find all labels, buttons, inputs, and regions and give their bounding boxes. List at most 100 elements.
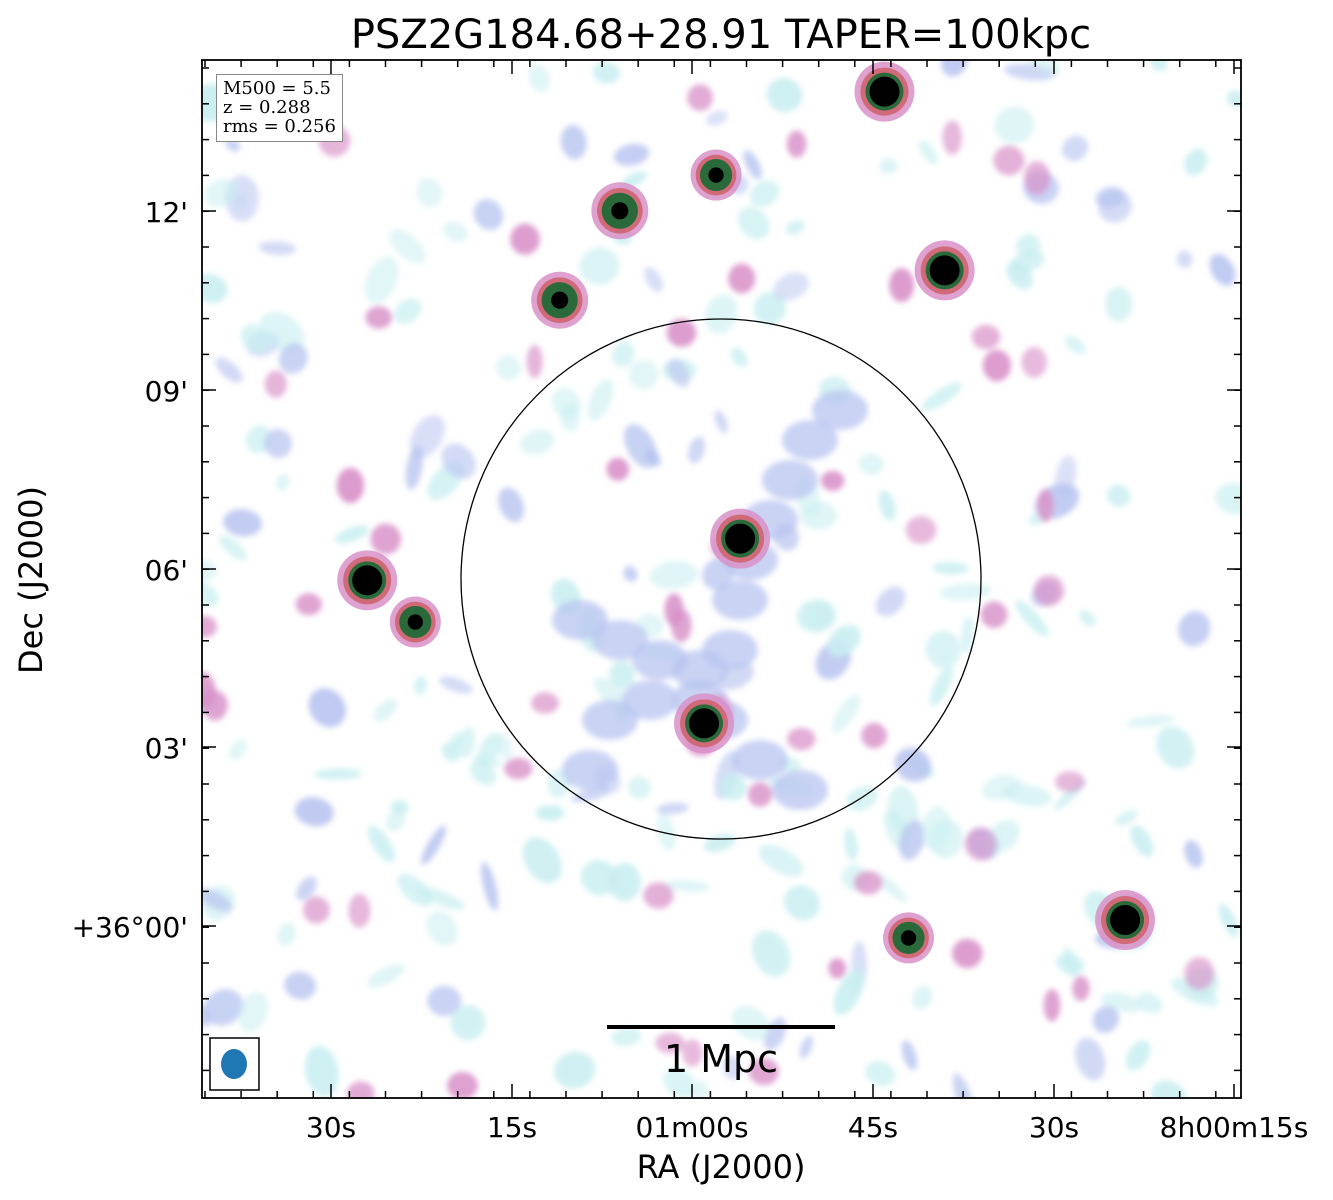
emission-blob <box>939 583 992 601</box>
emission-blob <box>426 910 458 946</box>
x-tick-label: 15s <box>487 1111 537 1144</box>
emission-blob <box>1010 250 1045 274</box>
emission-blob <box>1178 611 1211 647</box>
emission-blob <box>828 958 847 979</box>
emission-blob <box>223 508 263 537</box>
emission-blob <box>623 565 638 582</box>
source-1 <box>337 550 398 611</box>
source-8 <box>914 240 975 301</box>
emission-blob <box>609 660 635 689</box>
emission-blob <box>1021 347 1047 378</box>
emission-blob <box>982 349 1012 382</box>
emission-blob <box>264 370 287 398</box>
emission-blob <box>644 448 661 467</box>
emission-blob <box>202 273 228 303</box>
emission-blob <box>952 938 983 969</box>
emission-blob <box>722 1055 742 1080</box>
emission-blob <box>367 964 405 988</box>
emission-blob <box>612 341 635 368</box>
emission-blob <box>889 268 915 303</box>
source-core <box>352 565 383 596</box>
emission-blob <box>1023 161 1051 195</box>
emission-blob <box>831 694 861 733</box>
emission-blob <box>1151 1080 1187 1098</box>
emission-blob <box>389 229 426 264</box>
emission-blob <box>1064 335 1086 354</box>
emission-blob <box>773 272 809 301</box>
emission-blob <box>1055 953 1085 975</box>
emission-blob <box>622 680 678 720</box>
emission-blob <box>203 989 244 1026</box>
emission-blob <box>1037 488 1054 523</box>
emission-blob <box>1054 455 1077 498</box>
emission-blob <box>706 110 728 126</box>
y-tick-labels: 12' 09' 06' 03' +36°00' <box>72 196 188 944</box>
emission-blob <box>442 221 469 243</box>
info-mass: M500 = 5.5 <box>223 78 331 99</box>
emission-blob <box>613 143 650 166</box>
emission-blob <box>682 1039 703 1067</box>
emission-blob <box>1104 286 1133 322</box>
emission-blob <box>202 615 217 638</box>
emission-blob <box>912 985 933 1010</box>
source-core <box>689 708 720 739</box>
emission-blob <box>364 256 399 304</box>
emission-blob <box>666 318 697 347</box>
emission-blob <box>732 740 788 780</box>
source-core <box>551 291 569 309</box>
emission-blob <box>447 1071 478 1098</box>
emission-blob <box>496 734 513 760</box>
beam-indicator <box>209 1037 260 1091</box>
emission-blob <box>264 428 293 459</box>
emission-blob <box>480 862 499 911</box>
source-10 <box>1095 890 1156 951</box>
emission-blob <box>731 1005 771 1041</box>
emission-blob <box>787 727 816 751</box>
emission-blob <box>730 347 748 367</box>
emission-blob <box>799 1035 813 1059</box>
emission-blob <box>643 882 674 909</box>
source-6 <box>710 508 771 569</box>
emission-blob <box>1115 810 1138 826</box>
emission-blob <box>367 825 395 863</box>
emission-blob <box>919 139 938 165</box>
emission-blob <box>347 1081 375 1098</box>
emission-blob <box>560 403 580 432</box>
emission-blob <box>1072 975 1090 1002</box>
emission-blob <box>1079 610 1096 627</box>
emission-blob <box>878 490 896 521</box>
source-core <box>900 930 917 946</box>
emission-blob <box>1184 957 1215 991</box>
emission-blob <box>370 523 402 555</box>
emission-blob <box>667 358 690 388</box>
emission-blob <box>202 887 233 912</box>
emission-blob <box>219 535 247 561</box>
emission-blob <box>994 106 1035 144</box>
emission-blob <box>259 311 305 353</box>
emission-blob <box>592 61 621 84</box>
emission-blob <box>562 750 618 790</box>
emission-blob <box>932 561 969 575</box>
emission-blob <box>240 324 270 353</box>
emission-blob <box>1075 1037 1106 1081</box>
emission-blob <box>284 971 317 1000</box>
emission-blob <box>552 600 608 640</box>
emission-blob <box>941 60 968 77</box>
emission-blob <box>294 796 334 827</box>
emission-blob <box>961 616 974 654</box>
emission-blob <box>202 690 228 721</box>
emission-blob <box>405 445 424 490</box>
emission-blob <box>528 64 550 93</box>
emission-blob <box>786 130 807 158</box>
emission-blob <box>728 263 756 294</box>
emission-blob <box>582 700 638 740</box>
emission-blob <box>821 470 845 491</box>
y-axis-label: Dec (J2000) <box>12 486 50 674</box>
source-7 <box>674 693 735 754</box>
emission-blob <box>712 580 768 620</box>
y-tick-label: 09' <box>145 375 188 408</box>
emission-blob <box>898 820 925 861</box>
plot-area: 30s 15s 01m00s 45s 30s 8h00m15s 12' 09' … <box>72 59 1308 1144</box>
emission-blob <box>202 581 219 607</box>
emission-blob <box>276 473 290 491</box>
